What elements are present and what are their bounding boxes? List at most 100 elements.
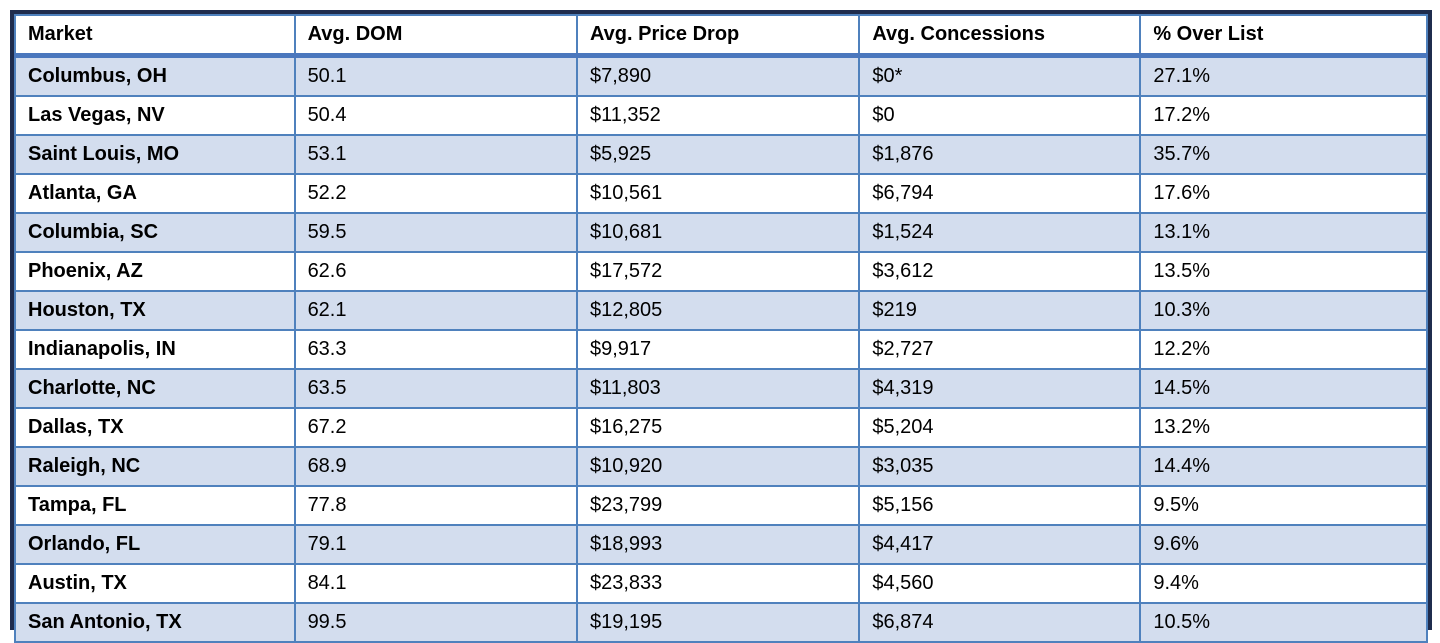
market-cell: Saint Louis, MO <box>14 134 296 175</box>
value-cell: 13.2% <box>1139 407 1428 448</box>
value-cell: 35.7% <box>1139 134 1428 175</box>
table-row: Columbus, OH 50.1 $7,890 $0* 27.1% <box>14 54 1428 97</box>
table-row: Phoenix, AZ 62.6 $17,572 $3,612 13.5% <box>14 251 1428 292</box>
value-cell: $4,560 <box>858 563 1142 604</box>
table-row: Columbia, SC 59.5 $10,681 $1,524 13.1% <box>14 212 1428 253</box>
market-cell: Tampa, FL <box>14 485 296 526</box>
market-cell: Houston, TX <box>14 290 296 331</box>
value-cell: 27.1% <box>1139 54 1428 97</box>
value-cell: $10,561 <box>575 173 861 214</box>
value-cell: $19,195 <box>575 602 861 643</box>
market-cell: Las Vegas, NV <box>14 95 296 136</box>
value-cell: $7,890 <box>575 54 861 97</box>
value-cell: $0 <box>858 95 1142 136</box>
value-cell: 99.5 <box>293 602 578 643</box>
value-cell: $5,925 <box>575 134 861 175</box>
column-header-avg-dom: Avg. DOM <box>293 14 578 58</box>
value-cell: $4,417 <box>858 524 1142 565</box>
value-cell: 17.6% <box>1139 173 1428 214</box>
table-row: Indianapolis, IN 63.3 $9,917 $2,727 12.2% <box>14 329 1428 370</box>
value-cell: 62.1 <box>293 290 578 331</box>
header-row: Market Avg. DOM Avg. Price Drop Avg. Conces… <box>14 14 1428 58</box>
value-cell: 10.5% <box>1139 602 1428 643</box>
market-cell: Indianapolis, IN <box>14 329 296 370</box>
market-table: Market Avg. DOM Avg. Price Drop Avg. Conces… <box>14 14 1428 643</box>
value-cell: $2,727 <box>858 329 1142 370</box>
market-cell: Columbus, OH <box>14 54 296 97</box>
value-cell: $219 <box>858 290 1142 331</box>
column-header-market: Market <box>14 14 296 58</box>
value-cell: 63.5 <box>293 368 578 409</box>
value-cell: $6,794 <box>858 173 1142 214</box>
value-cell: $3,035 <box>858 446 1142 487</box>
value-cell: 63.3 <box>293 329 578 370</box>
market-cell: Dallas, TX <box>14 407 296 448</box>
value-cell: 62.6 <box>293 251 578 292</box>
value-cell: 84.1 <box>293 563 578 604</box>
table-row: Austin, TX 84.1 $23,833 $4,560 9.4% <box>14 563 1428 604</box>
value-cell: $18,993 <box>575 524 861 565</box>
market-data-table: Market Avg. DOM Avg. Price Drop Avg. Conces… <box>10 10 1432 643</box>
table-row: Raleigh, NC 68.9 $10,920 $3,035 14.4% <box>14 446 1428 487</box>
column-header-avg-concessions: Avg. Concessions <box>858 14 1142 58</box>
value-cell: 14.4% <box>1139 446 1428 487</box>
table-row: Houston, TX 62.1 $12,805 $219 10.3% <box>14 290 1428 331</box>
value-cell: $3,612 <box>858 251 1142 292</box>
value-cell: 67.2 <box>293 407 578 448</box>
value-cell: $5,204 <box>858 407 1142 448</box>
value-cell: $9,917 <box>575 329 861 370</box>
value-cell: 9.5% <box>1139 485 1428 526</box>
table-row: Las Vegas, NV 50.4 $11,352 $0 17.2% <box>14 95 1428 136</box>
table-row: Saint Louis, MO 53.1 $5,925 $1,876 35.7% <box>14 134 1428 175</box>
market-cell: Raleigh, NC <box>14 446 296 487</box>
value-cell: $6,874 <box>858 602 1142 643</box>
value-cell: $11,352 <box>575 95 861 136</box>
table-row: Charlotte, NC 63.5 $11,803 $4,319 14.5% <box>14 368 1428 409</box>
table-row: San Antonio, TX 99.5 $19,195 $6,874 10.5% <box>14 602 1428 643</box>
value-cell: 9.4% <box>1139 563 1428 604</box>
column-header-over-list: % Over List <box>1139 14 1428 58</box>
value-cell: 52.2 <box>293 173 578 214</box>
value-cell: 50.4 <box>293 95 578 136</box>
value-cell: $10,920 <box>575 446 861 487</box>
table-row: Orlando, FL 79.1 $18,993 $4,417 9.6% <box>14 524 1428 565</box>
market-cell: Columbia, SC <box>14 212 296 253</box>
value-cell: $17,572 <box>575 251 861 292</box>
value-cell: 53.1 <box>293 134 578 175</box>
value-cell: $10,681 <box>575 212 861 253</box>
value-cell: $23,799 <box>575 485 861 526</box>
value-cell: 59.5 <box>293 212 578 253</box>
table-row: Atlanta, GA 52.2 $10,561 $6,794 17.6% <box>14 173 1428 214</box>
value-cell: $1,524 <box>858 212 1142 253</box>
value-cell: 9.6% <box>1139 524 1428 565</box>
table-row: Dallas, TX 67.2 $16,275 $5,204 13.2% <box>14 407 1428 448</box>
value-cell: 13.1% <box>1139 212 1428 253</box>
value-cell: 68.9 <box>293 446 578 487</box>
value-cell: 77.8 <box>293 485 578 526</box>
market-cell: Atlanta, GA <box>14 173 296 214</box>
value-cell: $12,805 <box>575 290 861 331</box>
value-cell: $11,803 <box>575 368 861 409</box>
market-cell: San Antonio, TX <box>14 602 296 643</box>
value-cell: $0* <box>858 54 1142 97</box>
table-row: Tampa, FL 77.8 $23,799 $5,156 9.5% <box>14 485 1428 526</box>
value-cell: $1,876 <box>858 134 1142 175</box>
market-cell: Austin, TX <box>14 563 296 604</box>
market-cell: Orlando, FL <box>14 524 296 565</box>
column-header-avg-price-drop: Avg. Price Drop <box>575 14 861 58</box>
value-cell: $16,275 <box>575 407 861 448</box>
value-cell: $23,833 <box>575 563 861 604</box>
value-cell: 17.2% <box>1139 95 1428 136</box>
value-cell: $5,156 <box>858 485 1142 526</box>
market-cell: Phoenix, AZ <box>14 251 296 292</box>
value-cell: 12.2% <box>1139 329 1428 370</box>
table-body: Columbus, OH 50.1 $7,890 $0* 27.1% Las Vegas,… <box>14 54 1428 643</box>
market-cell: Charlotte, NC <box>14 368 296 409</box>
value-cell: 13.5% <box>1139 251 1428 292</box>
value-cell: 79.1 <box>293 524 578 565</box>
value-cell: 10.3% <box>1139 290 1428 331</box>
value-cell: $4,319 <box>858 368 1142 409</box>
value-cell: 50.1 <box>293 54 578 97</box>
value-cell: 14.5% <box>1139 368 1428 409</box>
